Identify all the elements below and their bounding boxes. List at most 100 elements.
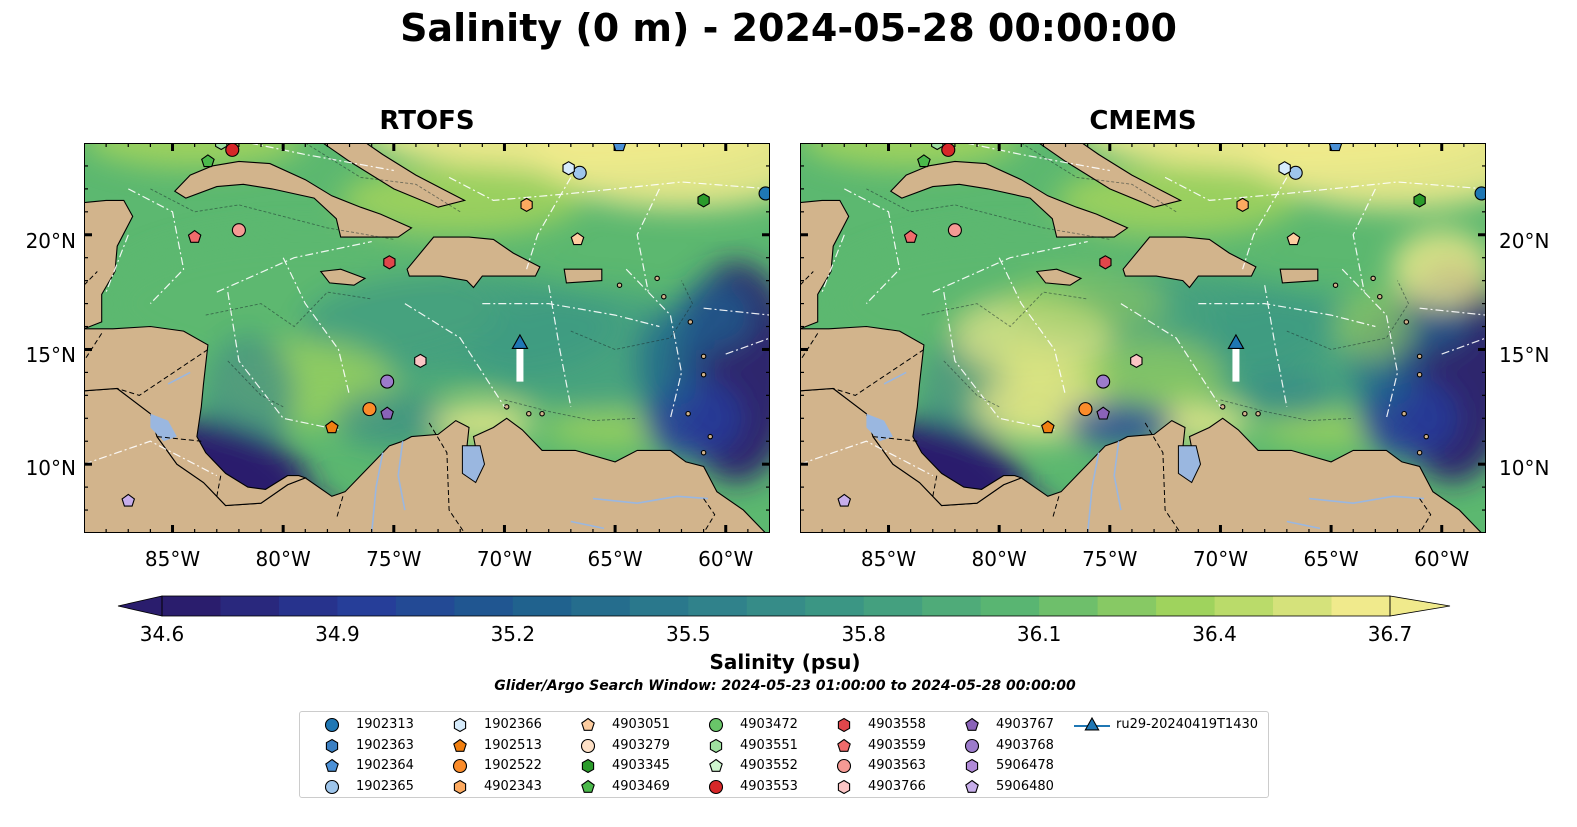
float-marker-1902365[interactable]	[572, 165, 587, 180]
legend-marker-icon	[709, 758, 723, 772]
legend-pentagon-icon	[325, 758, 339, 772]
legend-marker-icon	[581, 779, 595, 793]
legend-label: 4903552	[740, 758, 798, 773]
float-marker-1902366[interactable]	[562, 161, 575, 176]
legend-pentagon-icon	[453, 738, 467, 752]
float-marker-4903551[interactable]	[215, 143, 228, 151]
float-marker-1902522[interactable]	[362, 402, 377, 417]
legend-hexagon-icon	[453, 717, 467, 733]
float-marker-4903558[interactable]	[383, 255, 396, 270]
legend-circle-icon	[324, 779, 340, 794]
float-marker-1902313[interactable]	[1474, 186, 1486, 201]
float-marker-4903768[interactable]	[380, 374, 395, 389]
legend-circle-icon	[708, 779, 724, 794]
legend-pentagon-icon	[581, 779, 595, 793]
legend-circle-icon	[324, 717, 340, 733]
float-marker-1902366[interactable]	[1278, 161, 1291, 176]
rtofs-panel-title: RTOFS	[379, 106, 475, 136]
legend-circle-icon	[964, 738, 980, 753]
float-marker-4903051[interactable]	[570, 232, 585, 246]
cmems-lon-label: 65°W	[1303, 547, 1359, 571]
land-layer	[800, 143, 1483, 533]
float-marker-1902365[interactable]	[1288, 165, 1303, 180]
legend-label: 4903551	[740, 737, 798, 753]
colorbar-tick-label: 35.8	[841, 622, 886, 646]
legend-marker-icon	[965, 779, 979, 793]
float-marker-4902343[interactable]	[520, 197, 533, 213]
legend-marker-icon	[453, 779, 467, 794]
cmems-lon-label: 70°W	[1192, 547, 1249, 571]
float-marker-1902522[interactable]	[1078, 402, 1093, 417]
float-marker-4903559[interactable]	[187, 229, 202, 243]
float-marker-4903469[interactable]	[917, 154, 931, 168]
cmems-lon-label: 85°W	[860, 547, 917, 571]
cmems-map[interactable]	[800, 143, 1486, 533]
legend-pentagon-icon	[837, 738, 851, 752]
legend-circle-icon	[580, 738, 596, 753]
lat-label-20n-right: 20°N	[1499, 229, 1550, 253]
legend-label: 4903472	[740, 717, 798, 732]
float-marker-4903469[interactable]	[201, 154, 215, 168]
legend-marker-icon	[836, 758, 852, 774]
search-window-text: Glider/Argo Search Window: 2024-05-23 01…	[494, 678, 1076, 694]
rtofs-lon-label: 60°W	[698, 547, 754, 571]
legend-hexagon-icon	[837, 717, 851, 733]
legend-hexagon-icon	[709, 738, 723, 753]
float-marker-4903563[interactable]	[231, 223, 246, 238]
legend-marker-icon	[324, 717, 340, 733]
float-marker-4903767[interactable]	[1096, 406, 1110, 420]
float-marker-4903766[interactable]	[1130, 353, 1143, 369]
float-marker-4903558[interactable]	[1099, 255, 1112, 270]
float-marker-4903563[interactable]	[947, 223, 962, 238]
float-marker-4903051[interactable]	[1286, 232, 1301, 246]
figure-title: Salinity (0 m) - 2024-05-28 00:00:00	[400, 6, 1177, 50]
legend-hexagon-icon	[581, 758, 595, 774]
float-marker-4903553[interactable]	[225, 143, 240, 157]
legend-marker-icon	[453, 717, 467, 733]
float-marker-4903768[interactable]	[1096, 374, 1111, 389]
float-marker-4902343[interactable]	[1236, 197, 1249, 213]
float-marker-5906480[interactable]	[121, 493, 136, 507]
rtofs-lon-label: 85°W	[144, 547, 201, 571]
legend-marker-icon	[581, 717, 595, 731]
legend-label: 4902343	[484, 778, 542, 794]
float-marker-1902513[interactable]	[325, 420, 339, 434]
float-marker-1902364[interactable]	[1328, 143, 1343, 152]
float-marker-5906480[interactable]	[837, 493, 852, 507]
lat-label-10n-right: 10°N	[1499, 456, 1550, 480]
float-marker-4903766[interactable]	[414, 353, 427, 369]
lat-label-20n-left: 20°N	[25, 229, 76, 253]
legend-marker-icon	[325, 738, 339, 753]
legend-label: 1902363	[356, 737, 414, 753]
legend-label: 1902365	[356, 778, 414, 794]
float-marker-1902313[interactable]	[758, 186, 770, 201]
glider-marker[interactable]	[1227, 333, 1245, 350]
rtofs-map-canvas	[84, 143, 770, 533]
float-marker-4903551[interactable]	[931, 143, 944, 151]
legend-pentagon-icon	[709, 758, 723, 772]
legend-label: 4903279	[612, 737, 670, 753]
rtofs-map[interactable]	[84, 143, 770, 533]
legend-marker-icon	[965, 717, 979, 731]
colorbar-tick-label: 34.6	[139, 622, 185, 646]
float-marker-4903345[interactable]	[697, 193, 710, 208]
float-marker-1902513[interactable]	[1041, 420, 1055, 434]
rtofs-lon-label: 75°W	[366, 547, 422, 571]
legend-triangle-icon	[1084, 717, 1100, 731]
legend-label: 4903051	[612, 717, 670, 732]
legend-label: 5906480	[996, 778, 1054, 794]
glider-marker[interactable]	[511, 333, 529, 350]
legend-marker-icon	[580, 738, 596, 753]
legend-marker-icon	[965, 758, 979, 774]
float-marker-1902364[interactable]	[612, 143, 627, 152]
legend-marker-icon	[325, 758, 339, 772]
rtofs-lon-label: 80°W	[255, 547, 311, 571]
float-marker-4903767[interactable]	[380, 406, 394, 420]
float-marker-4903559[interactable]	[903, 229, 918, 243]
legend-marker-icon	[708, 779, 724, 794]
float-marker-4903345[interactable]	[1413, 193, 1426, 208]
legend-hexagon-icon	[453, 779, 467, 794]
float-marker-4903553[interactable]	[941, 143, 956, 157]
colorbar-tick-label: 36.4	[1192, 622, 1237, 646]
cmems-map-canvas	[800, 143, 1486, 533]
